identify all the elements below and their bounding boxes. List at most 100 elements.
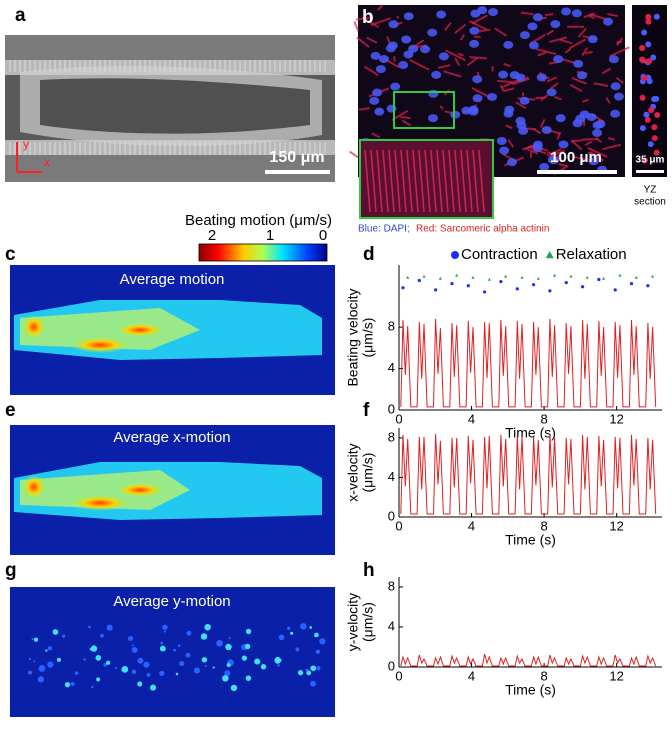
x-tick-label: 12 [609, 668, 623, 683]
fiber [396, 15, 400, 19]
blob [222, 675, 229, 682]
side-label: section [634, 197, 666, 208]
nucleus [496, 137, 507, 146]
nucleus [610, 109, 621, 118]
fiber [564, 47, 571, 54]
blob [74, 671, 79, 675]
blob [204, 664, 207, 668]
fiber [409, 58, 430, 71]
nucleus [653, 95, 660, 102]
nucleus [640, 57, 647, 64]
blob [315, 649, 321, 655]
colorbar-tick: 0 [319, 227, 327, 244]
scale-bar [636, 170, 664, 173]
blob [290, 631, 294, 635]
nucleus [641, 75, 648, 82]
fiber [356, 36, 370, 48]
point [504, 274, 508, 278]
blob [37, 676, 45, 683]
point [585, 275, 589, 279]
nucleus [499, 146, 510, 155]
line-series [400, 653, 657, 667]
scale-label: 35 μm [636, 155, 665, 166]
fiber [400, 116, 411, 119]
blob [314, 632, 319, 638]
fiber [439, 105, 444, 110]
panel-letter: d [363, 244, 375, 265]
scale-label: 100 μm [550, 149, 602, 166]
nucleus [608, 55, 619, 64]
nucleus [477, 6, 488, 15]
blob [137, 657, 144, 664]
image-a [5, 35, 335, 182]
nucleus [498, 70, 509, 79]
panel-letter: c [5, 244, 16, 265]
blob [230, 684, 238, 692]
x-tick-label: 4 [468, 411, 475, 426]
blob [131, 647, 138, 654]
blob [177, 644, 181, 648]
blob [70, 681, 75, 686]
fiber [602, 143, 622, 151]
blob [127, 635, 134, 642]
nucleus [378, 54, 389, 63]
fiber [443, 22, 452, 31]
fiber [539, 118, 546, 128]
fiber [584, 140, 593, 147]
nucleus [532, 144, 543, 153]
nucleus [401, 35, 412, 44]
nucleus [387, 41, 398, 50]
blob [306, 670, 312, 676]
fiber [471, 87, 491, 99]
legend-label: Contraction [461, 246, 538, 263]
blob [62, 634, 66, 638]
blob [95, 654, 102, 661]
blob [114, 666, 118, 670]
fiber [607, 13, 618, 18]
fiber [568, 38, 587, 50]
fiber [571, 139, 584, 143]
blob [300, 623, 307, 630]
point [483, 290, 487, 294]
nucleus [645, 13, 652, 20]
y-tick-label: 4 [388, 469, 395, 484]
nucleus [645, 41, 652, 48]
striation [376, 149, 383, 213]
fiber [546, 29, 554, 36]
fiber [393, 56, 396, 62]
nucleus [592, 128, 603, 137]
nucleus [386, 104, 397, 113]
blob [179, 660, 185, 667]
point [531, 283, 536, 287]
nucleus [645, 18, 652, 25]
blob [56, 657, 61, 662]
blob [200, 633, 208, 640]
fiber [469, 56, 487, 60]
nucleus [613, 92, 624, 101]
fiber [386, 36, 391, 43]
blob [241, 655, 247, 661]
fiber [358, 107, 370, 111]
panel-letter: h [363, 560, 375, 581]
striation [448, 149, 455, 213]
blob [295, 647, 300, 652]
fiber [515, 101, 527, 110]
x-tick-label: 12 [609, 518, 623, 533]
striation [460, 149, 467, 213]
nucleus [519, 96, 530, 105]
nucleus [577, 71, 588, 80]
fiber [499, 84, 505, 92]
nucleus [653, 149, 660, 156]
fiber [535, 96, 547, 100]
line-series [400, 318, 657, 408]
nucleus [390, 82, 401, 91]
fiber [571, 77, 587, 85]
fiber [548, 149, 566, 158]
blob [28, 670, 33, 675]
blob [274, 656, 282, 664]
blob [45, 649, 48, 652]
fiber [459, 34, 466, 41]
nucleus [536, 73, 547, 82]
nucleus [461, 106, 472, 115]
